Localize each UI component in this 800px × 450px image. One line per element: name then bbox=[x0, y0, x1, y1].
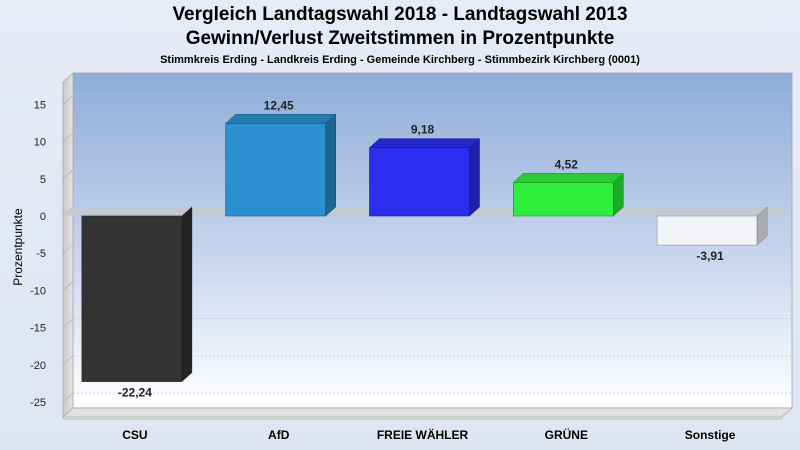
gridline-wall bbox=[62, 392, 74, 403]
bar-front bbox=[656, 215, 758, 246]
gridline-wall bbox=[62, 95, 74, 105]
y-tick-label: -5 bbox=[36, 248, 46, 260]
value-label: 4,52 bbox=[555, 157, 579, 171]
plot-floor bbox=[61, 407, 794, 418]
chart-title: Vergleich Landtagswahl 2018 - Landtagswa… bbox=[172, 4, 628, 25]
bar-3 bbox=[368, 138, 481, 217]
bar-4 bbox=[512, 172, 624, 217]
bar-front bbox=[512, 182, 614, 217]
bar-5 bbox=[656, 206, 768, 246]
value-labels: -22,24 12,45 9,18 4,52 -3,91 bbox=[118, 98, 724, 399]
x-category-label: GRÜNE bbox=[545, 427, 588, 442]
y-tick-label: 15 bbox=[34, 99, 46, 111]
gridline-wall bbox=[62, 281, 74, 291]
bar-top bbox=[512, 173, 624, 183]
bar-1 bbox=[81, 206, 193, 383]
bar-side bbox=[469, 138, 480, 217]
y-tick-label: -25 bbox=[30, 397, 46, 409]
y-axis-ticks: 15 10 5 0 -5 -10 -15 -20 -25 bbox=[30, 99, 46, 409]
gridline-wall bbox=[62, 355, 74, 366]
bars bbox=[81, 113, 768, 383]
plot-floor-edge bbox=[63, 417, 782, 420]
bar-2 bbox=[225, 113, 337, 217]
gridline-wall bbox=[62, 243, 74, 254]
bar-top bbox=[368, 138, 481, 148]
bar-top bbox=[225, 114, 337, 124]
chart-subtitle: Stimmkreis Erding - Landkreis Erding - G… bbox=[160, 54, 640, 66]
bar-front bbox=[369, 147, 470, 217]
plot-area bbox=[61, 72, 794, 420]
bar-side bbox=[181, 206, 193, 383]
x-category-label: Sonstige bbox=[685, 428, 736, 442]
y-tick-label: -20 bbox=[30, 360, 46, 372]
x-category-label: CSU bbox=[122, 428, 147, 442]
x-axis-categories: CSU AfD FREIE WÄHLER GRÜNE Sonstige bbox=[122, 427, 736, 442]
bar-front bbox=[81, 215, 183, 382]
gridline-wall bbox=[62, 132, 74, 142]
bar-side bbox=[325, 113, 336, 217]
bar-side bbox=[756, 206, 768, 246]
gridline-wall bbox=[62, 169, 74, 180]
x-category-label: FREIE WÄHLER bbox=[377, 427, 469, 442]
value-label: 12,45 bbox=[264, 98, 294, 112]
chart-title-line2: Gewinn/Verlust Zweitstimmen in Prozentpu… bbox=[185, 28, 615, 49]
y-tick-label: -10 bbox=[30, 285, 46, 297]
value-label: -22,24 bbox=[118, 386, 152, 400]
x-category-label: AfD bbox=[268, 428, 290, 442]
value-label: -3,91 bbox=[696, 249, 724, 263]
y-tick-label: -15 bbox=[30, 323, 46, 335]
y-tick-label: 0 bbox=[40, 211, 46, 223]
bar-front bbox=[225, 123, 326, 217]
gridline-wall bbox=[62, 318, 74, 328]
y-tick-label: 5 bbox=[40, 174, 46, 186]
y-tick-label: 10 bbox=[34, 137, 46, 149]
plot-left-wall bbox=[62, 72, 74, 418]
value-label: 9,18 bbox=[411, 123, 435, 137]
